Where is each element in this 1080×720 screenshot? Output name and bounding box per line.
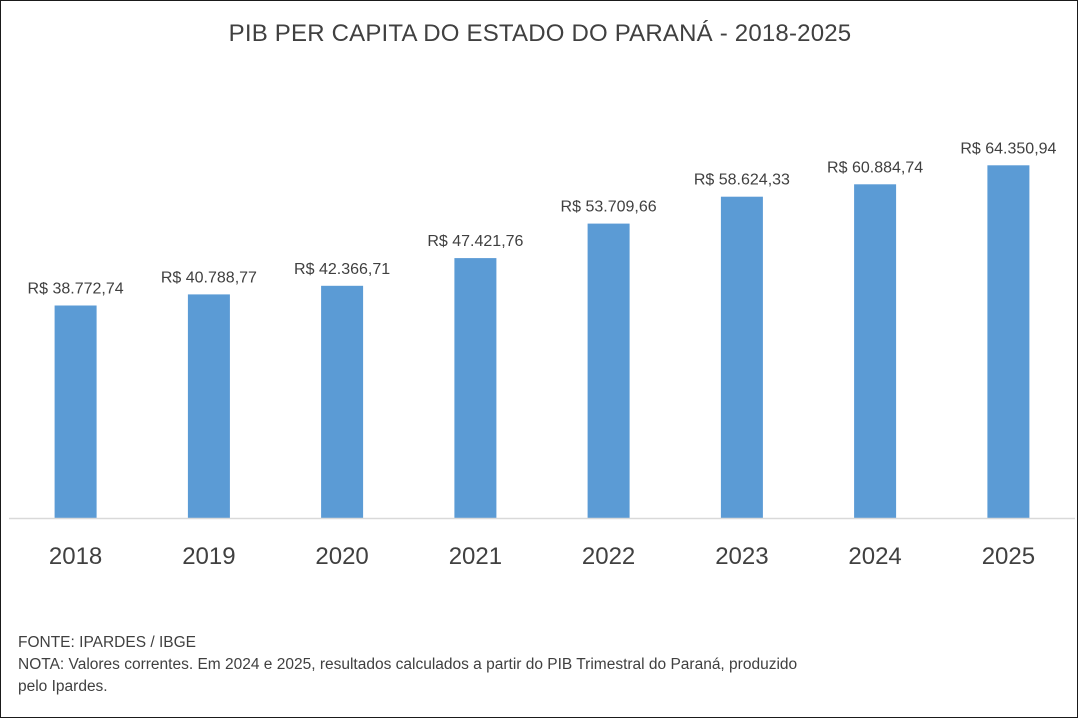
value-label-2018: R$ 38.772,74 bbox=[28, 281, 124, 298]
note-text-line-2: pelo Ipardes. bbox=[18, 678, 108, 695]
value-label-2024: R$ 60.884,74 bbox=[827, 159, 923, 176]
value-label-2021: R$ 47.421,76 bbox=[427, 233, 523, 250]
tick-labels-group: 2018 2019 2020 2021 2022 2023 2024 2025 bbox=[49, 543, 1035, 570]
tick-label-2023: 2023 bbox=[715, 543, 768, 570]
bar-chart: R$ 38.772,74 R$ 40.788,77 R$ 42.366,71 R$ 4… bbox=[9, 140, 1075, 570]
bar-2023 bbox=[720, 196, 763, 518]
value-label-2022: R$ 53.709,66 bbox=[561, 199, 657, 216]
tick-label-2018: 2018 bbox=[49, 543, 102, 570]
bars-group bbox=[54, 165, 1030, 519]
value-label-2023: R$ 58.624,33 bbox=[694, 172, 790, 189]
value-labels-group: R$ 38.772,74 R$ 40.788,77 R$ 42.366,71 R$ 4… bbox=[28, 140, 1057, 297]
value-label-2019: R$ 40.788,77 bbox=[161, 269, 257, 286]
bar-2020 bbox=[321, 285, 364, 518]
tick-label-2021: 2021 bbox=[449, 543, 502, 570]
tick-label-2020: 2020 bbox=[315, 543, 368, 570]
bar-2024 bbox=[854, 184, 897, 519]
chart-footer: FONTE: IPARDES / IBGE NOTA: Valores corr… bbox=[18, 632, 918, 698]
tick-label-2025: 2025 bbox=[982, 543, 1035, 570]
source-text: FONTE: IPARDES / IBGE bbox=[18, 634, 196, 651]
bar-2019 bbox=[187, 294, 230, 518]
bar-2018 bbox=[54, 305, 97, 518]
chart-title: PIB PER CAPITA DO ESTADO DO PARANÁ - 201… bbox=[228, 20, 852, 47]
tick-label-2019: 2019 bbox=[182, 543, 235, 570]
bar-2025 bbox=[987, 165, 1030, 519]
bar-2021 bbox=[454, 258, 497, 518]
value-label-2020: R$ 42.366,71 bbox=[294, 261, 390, 278]
tick-label-2022: 2022 bbox=[582, 543, 635, 570]
bar-2022 bbox=[587, 223, 630, 518]
note-text-line-1: NOTA: Valores correntes. Em 2024 e 2025,… bbox=[18, 656, 798, 673]
tick-label-2024: 2024 bbox=[848, 543, 901, 570]
value-label-2025: R$ 64.350,94 bbox=[960, 140, 1056, 157]
